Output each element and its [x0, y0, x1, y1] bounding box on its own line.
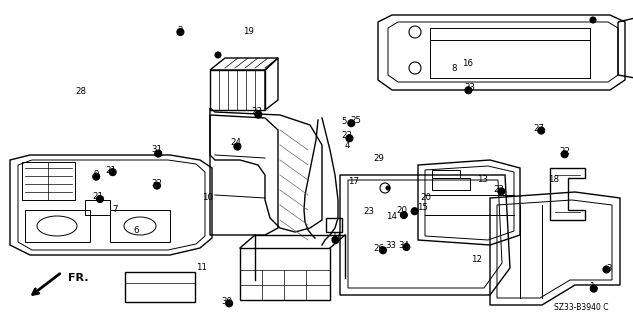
Text: 16: 16: [461, 59, 473, 68]
Text: 27: 27: [330, 232, 341, 241]
Text: 12: 12: [470, 255, 482, 264]
Bar: [432, 178, 470, 190]
Text: SZ33-B3940 C: SZ33-B3940 C: [554, 303, 608, 312]
Circle shape: [346, 135, 353, 142]
Text: 4: 4: [344, 141, 349, 150]
Circle shape: [254, 111, 262, 118]
Bar: [125, 272, 195, 302]
Text: 6: 6: [134, 226, 139, 235]
Circle shape: [109, 169, 116, 176]
Text: 20: 20: [420, 193, 431, 202]
Text: 9: 9: [94, 170, 99, 179]
Text: 28: 28: [75, 87, 87, 96]
Circle shape: [411, 208, 418, 215]
Text: 15: 15: [417, 203, 429, 212]
Text: 13: 13: [477, 175, 488, 184]
Text: 26: 26: [373, 244, 384, 253]
Text: 29: 29: [373, 154, 384, 163]
Text: 17: 17: [348, 177, 359, 186]
Text: 34: 34: [398, 241, 410, 250]
Text: 2: 2: [178, 26, 183, 35]
Text: 25: 25: [350, 116, 361, 125]
Circle shape: [153, 182, 161, 189]
Text: 10: 10: [202, 193, 213, 202]
Circle shape: [561, 151, 568, 158]
Text: 18: 18: [548, 175, 560, 184]
Circle shape: [177, 28, 184, 36]
Text: 30: 30: [221, 297, 232, 306]
Text: 32: 32: [151, 179, 163, 188]
Text: 20: 20: [396, 206, 408, 215]
Text: 19: 19: [242, 27, 254, 36]
Text: 23: 23: [493, 185, 505, 194]
Text: 27: 27: [534, 124, 545, 133]
Circle shape: [96, 196, 104, 203]
Circle shape: [590, 285, 598, 292]
Circle shape: [92, 173, 100, 180]
Text: 14: 14: [385, 212, 397, 221]
Circle shape: [400, 212, 408, 219]
Circle shape: [403, 244, 410, 251]
Circle shape: [498, 188, 505, 195]
Circle shape: [348, 120, 355, 127]
Text: 1: 1: [589, 282, 594, 291]
Text: 23: 23: [251, 107, 262, 116]
Text: 31: 31: [151, 145, 163, 154]
Text: 23: 23: [464, 84, 475, 92]
Text: 7: 7: [113, 205, 118, 214]
Circle shape: [379, 247, 387, 254]
Circle shape: [465, 87, 472, 94]
Text: 22: 22: [559, 147, 570, 156]
Text: 21: 21: [105, 166, 116, 175]
Text: 5: 5: [341, 117, 346, 126]
Circle shape: [386, 186, 390, 190]
Bar: [432, 170, 460, 178]
Circle shape: [603, 266, 610, 273]
Text: 33: 33: [385, 241, 397, 250]
Text: 23: 23: [363, 207, 374, 216]
Text: 11: 11: [196, 263, 207, 272]
Circle shape: [537, 127, 545, 134]
Circle shape: [215, 52, 221, 58]
Text: 24: 24: [230, 138, 241, 147]
Text: 3: 3: [607, 264, 612, 273]
Circle shape: [154, 150, 162, 157]
Text: FR.: FR.: [68, 273, 89, 283]
Circle shape: [590, 17, 596, 23]
Text: 8: 8: [452, 64, 457, 73]
Text: 23: 23: [341, 132, 353, 140]
Circle shape: [332, 236, 339, 244]
Circle shape: [225, 300, 233, 307]
Text: 21: 21: [92, 192, 104, 201]
Circle shape: [234, 143, 241, 150]
